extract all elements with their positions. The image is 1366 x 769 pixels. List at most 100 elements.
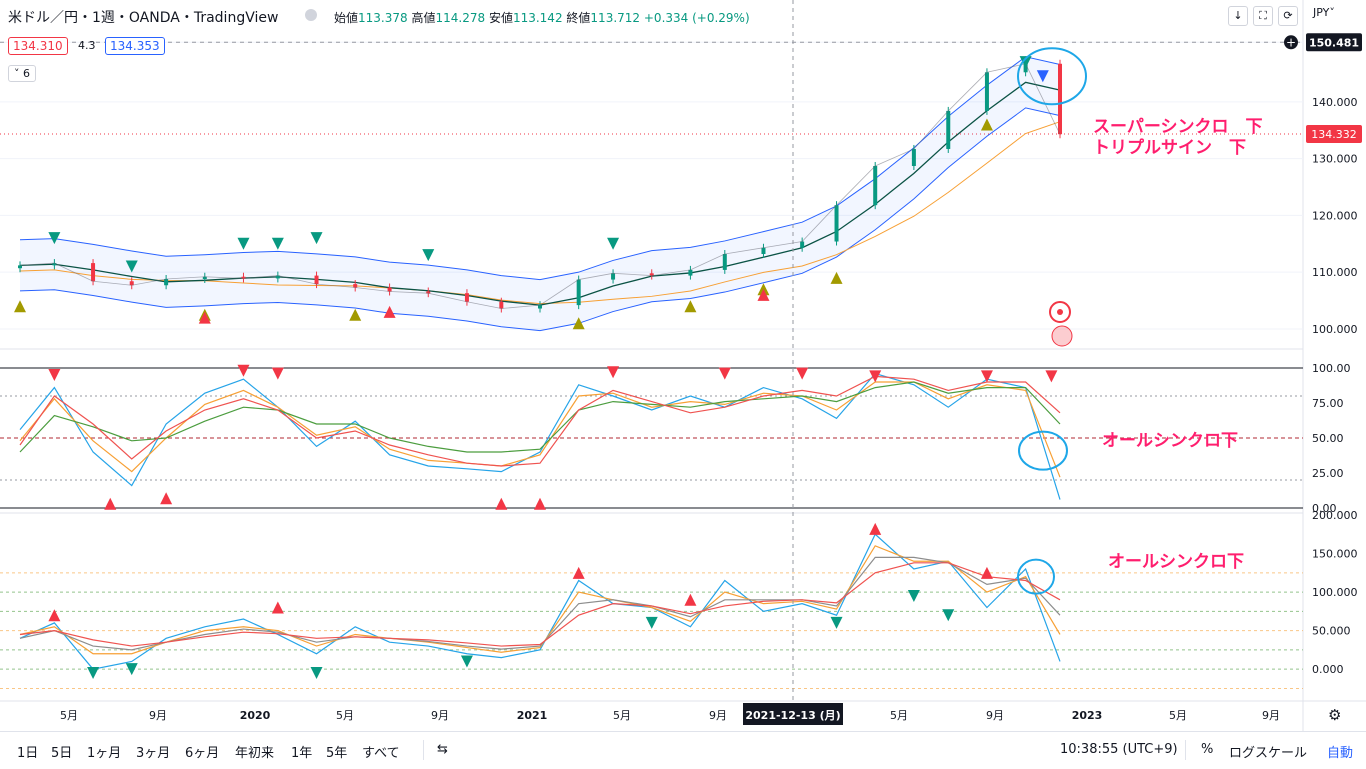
- oscillator-tick-label: 0.00: [1312, 502, 1337, 515]
- candle-body: [91, 263, 96, 282]
- tf-5y[interactable]: 5年: [326, 746, 348, 761]
- signal-down-marker: [237, 237, 250, 250]
- high-label: 高値: [411, 11, 436, 25]
- momentum-tick-label: 50.000: [1312, 625, 1351, 638]
- momentum-trough-marker: [310, 667, 323, 680]
- crosshair-date-tag: [743, 703, 843, 725]
- signal-down-marker: [607, 237, 620, 250]
- candle-body: [946, 110, 951, 149]
- time-tick-label: 9月: [1262, 709, 1280, 722]
- buy-button[interactable]: 134.353: [105, 37, 165, 55]
- signal-down-marker: [125, 260, 138, 273]
- annotation-all-synchro: オールシンクロ下: [1102, 431, 1238, 451]
- currency-selector[interactable]: JPY˅: [1313, 6, 1335, 19]
- add-icon: [1284, 35, 1298, 50]
- time-tick-label: 2023: [1072, 709, 1103, 722]
- event-icon: [1049, 301, 1071, 323]
- us-flag-icon: [1051, 325, 1073, 347]
- log-scale-toggle[interactable]: ログスケール: [1229, 746, 1308, 761]
- signal-down-marker: [1036, 70, 1049, 83]
- candle-body: [314, 275, 319, 285]
- timeframe-bar: 1日 5日 1ヶ月 3ヶ月 6ヶ月 年初来 1年 5年 すべて ⇆ 10:38:…: [0, 731, 1366, 769]
- bollinger-upper-line: [19, 56, 1061, 281]
- tf-3m[interactable]: 3ヶ月: [136, 746, 171, 761]
- low-label: 安値: [488, 11, 513, 25]
- download-button[interactable]: ↓: [1228, 6, 1248, 26]
- oscillator-sell-marker: [1045, 370, 1058, 383]
- momentum-peak-marker: [980, 566, 993, 579]
- clock[interactable]: 10:38:55 (UTC+9): [1060, 742, 1178, 757]
- oscillator-buy-marker: [160, 492, 173, 505]
- candle-body: [426, 291, 431, 294]
- tf-all[interactable]: すべて: [362, 746, 400, 761]
- percent-toggle[interactable]: %: [1201, 742, 1214, 757]
- annotation-super-synchro: スーパーシンクロ 下: [1093, 117, 1263, 137]
- gear-icon[interactable]: ⚙: [1328, 706, 1342, 724]
- oscillator-buy-marker: [534, 497, 546, 510]
- crosshair-date-label: 2021-12-13 (月): [745, 709, 840, 722]
- price-tag-last: 134.332: [1311, 128, 1357, 141]
- tf-1m[interactable]: 1ヶ月: [87, 746, 122, 761]
- price-tag-last: [1306, 125, 1362, 144]
- signal-up-marker: [383, 305, 396, 318]
- open-value: 113.378: [358, 11, 408, 25]
- oscillator-buy-marker: [495, 497, 508, 510]
- momentum-series-line: [19, 533, 1061, 670]
- oscillator-sell-marker: [48, 369, 61, 381]
- momentum-peak-marker: [48, 609, 61, 622]
- add-icon: +: [1286, 35, 1296, 49]
- candle-body: [800, 241, 805, 248]
- momentum-trough-marker: [907, 589, 920, 602]
- change-value: +0.334 (+0.29%): [643, 11, 750, 25]
- sell-button[interactable]: 134.310: [8, 37, 68, 55]
- eye-icon[interactable]: [305, 9, 317, 21]
- candle-body: [275, 275, 280, 279]
- candle-body: [52, 263, 57, 266]
- momentum-tick-label: 0.000: [1312, 663, 1344, 676]
- candle-body: [834, 205, 839, 242]
- date-range-icon[interactable]: ⇆: [437, 742, 448, 757]
- price-tick-label: 110.000: [1312, 266, 1358, 279]
- tf-ytd[interactable]: 年初来: [235, 746, 275, 761]
- signal-up-marker: [572, 317, 585, 330]
- symbol-title[interactable]: 米ドル／円・1週・OANDA・TradingView: [8, 10, 279, 26]
- oscillator-tick-label: 50.00: [1312, 432, 1344, 445]
- candle-body: [611, 273, 616, 280]
- highlight-circle: [1017, 558, 1055, 595]
- time-tick-label: 2020: [240, 709, 271, 722]
- candle-body: [164, 278, 169, 286]
- price-tick-label: 150.481: [1309, 36, 1359, 49]
- fullscreen-button[interactable]: ⛶: [1253, 6, 1273, 26]
- candle-body: [202, 276, 207, 279]
- candle-body: [873, 165, 878, 206]
- tf-1y[interactable]: 1年: [291, 746, 313, 761]
- divider: [1185, 740, 1186, 760]
- tf-5d[interactable]: 5日: [51, 746, 73, 761]
- momentum-series-line: [19, 545, 1061, 655]
- signal-up-marker: [198, 311, 211, 324]
- candle-body: [649, 273, 654, 276]
- candle-body: [722, 254, 727, 270]
- oscillator-series-line: [19, 381, 1061, 478]
- momentum-peak-marker: [271, 601, 284, 614]
- oscillator-sell-marker: [718, 367, 731, 380]
- chevron-down-icon: ˅: [14, 67, 20, 80]
- signal-up-marker: [830, 271, 843, 284]
- signal-down-marker: [1019, 56, 1032, 69]
- chevron-down-icon: ˅: [1329, 6, 1335, 19]
- time-tick-label: 9月: [431, 709, 449, 722]
- indicator-toggle[interactable]: ˅ 6: [8, 65, 36, 82]
- time-tick-label: 5月: [1169, 709, 1187, 722]
- momentum-peak-marker: [572, 566, 585, 579]
- candle-body: [911, 148, 916, 166]
- candle-body: [576, 279, 581, 306]
- refresh-button[interactable]: ⟳: [1278, 6, 1298, 26]
- auto-scale-toggle[interactable]: 自動: [1327, 746, 1354, 761]
- momentum-trough-marker: [125, 663, 138, 676]
- signal-up-marker: [349, 308, 362, 321]
- momentum-tick-label: 100.000: [1312, 586, 1358, 599]
- tf-1d[interactable]: 1日: [17, 746, 39, 761]
- tf-6m[interactable]: 6ヶ月: [185, 746, 220, 761]
- price-tick-label: 120.000: [1312, 209, 1358, 222]
